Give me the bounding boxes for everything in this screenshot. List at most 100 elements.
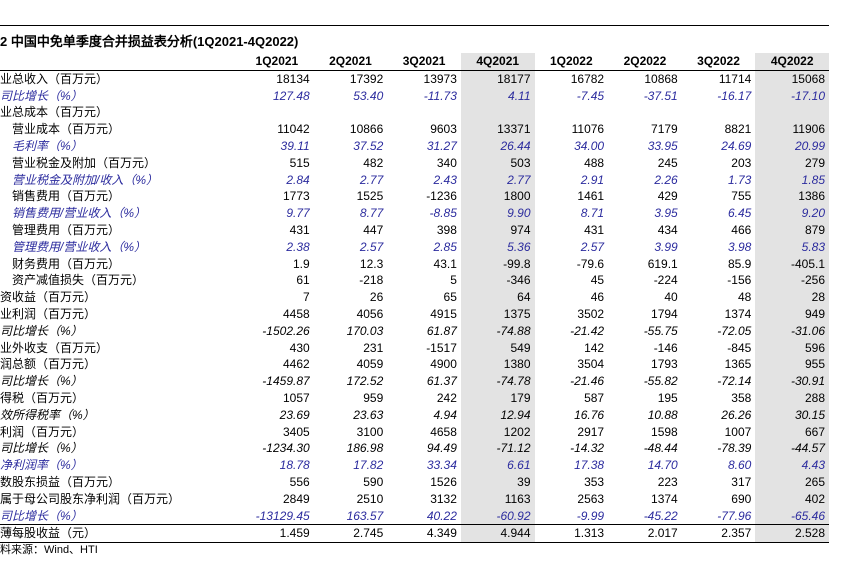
value-cell: 40.22 — [426, 508, 457, 523]
row-label: 效所得税率（%） — [0, 407, 95, 422]
value-cell: 974 — [460, 221, 535, 239]
corner-cell — [0, 53, 241, 71]
table-row: 司比增长（%） -13129.45 163.57 40.22 -60.92 -9.99 -4… — [0, 507, 829, 525]
value-cell: 488 — [584, 155, 605, 170]
value-cell: 37.52 — [353, 138, 384, 153]
row-label: 润总额（百万元） — [0, 357, 97, 372]
value-cell: 23.63 — [353, 407, 384, 422]
value-cell: 755 — [731, 189, 752, 204]
value-cell: 949 — [755, 305, 829, 323]
value-cell: 34.00 — [574, 138, 605, 153]
value-cell: 1.459 — [240, 524, 314, 544]
value-cell: 431 — [289, 222, 310, 237]
value-cell: 48 — [737, 290, 752, 305]
value-cell: 596 — [755, 339, 829, 357]
value-cell — [314, 104, 388, 121]
value-cell: 4.11 — [460, 87, 535, 105]
value-cell: 7179 — [651, 122, 678, 137]
value-cell: 5.36 — [460, 238, 535, 256]
value-cell: 265 — [755, 473, 829, 491]
value-cell: 127.48 — [272, 88, 310, 103]
value-cell: 13371 — [460, 121, 535, 138]
value-cell: -1502.26 — [262, 323, 310, 338]
value-cell: 61.37 — [426, 374, 457, 389]
value-cell: 3502 — [577, 306, 605, 321]
value-cell: 4056 — [356, 306, 384, 321]
value-cell: 2.357 — [681, 524, 756, 544]
value-cell: 12.3 — [359, 256, 384, 271]
value-cell: -1517 — [426, 340, 457, 355]
value-cell: 430 — [289, 340, 310, 355]
value-cell: -31.06 — [755, 322, 829, 340]
value-cell: 33.95 — [647, 138, 678, 153]
value-cell: -74.88 — [460, 322, 535, 340]
row-label: 利润（百万元） — [0, 424, 85, 439]
row-label: 业总成本（百万元） — [0, 105, 109, 120]
value-cell — [755, 104, 829, 122]
value-cell: 2849 — [282, 491, 310, 506]
value-cell: 2917 — [577, 424, 605, 439]
value-cell: 4.43 — [755, 457, 829, 474]
value-cell: 2.017 — [608, 524, 682, 544]
value-cell: -37.51 — [643, 88, 678, 103]
table-row: 司比增长（%） -1459.87 172.52 61.37 -74.78 -21.46 -5… — [0, 373, 829, 390]
value-cell: 434 — [657, 222, 678, 237]
value-cell: 45 — [590, 273, 605, 288]
value-cell: -72.05 — [717, 323, 752, 338]
value-cell: 7 — [302, 290, 310, 305]
value-cell: 18.78 — [279, 458, 310, 473]
table-row: 数股东损益（百万元） 556 590 1526 39 353 223 317 265 — [0, 473, 829, 491]
value-cell: 17.38 — [574, 458, 605, 473]
table-row: 管理费用（百万元） 431 447 398 974 431 434 466 879 — [0, 221, 829, 239]
value-cell: 61 — [296, 273, 310, 288]
value-cell: 5 — [450, 273, 457, 288]
value-cell: 28 — [755, 289, 829, 306]
column-header: 3Q2022 — [681, 53, 756, 71]
value-cell: 11906 — [755, 121, 829, 138]
row-label: 销售费用/营业收入（%） — [12, 206, 147, 221]
value-cell: 23.69 — [279, 407, 310, 422]
value-cell: 15068 — [755, 70, 829, 88]
value-cell: 26.26 — [721, 407, 752, 422]
value-cell: -77.96 — [717, 508, 752, 523]
row-label: 销售费用（百万元） — [12, 189, 121, 204]
value-cell: 10868 — [644, 71, 678, 86]
header-row: 1Q2021 2Q2021 3Q2021 4Q2021 1Q2022 2Q2022 3Q20… — [0, 53, 829, 71]
value-cell: 2510 — [356, 491, 384, 506]
row-label: 财务费用（百万元） — [12, 256, 121, 271]
value-cell: 1526 — [430, 474, 457, 489]
value-cell: 1374 — [651, 491, 678, 506]
value-cell: 39 — [460, 473, 535, 491]
table-row: 效所得税率（%） 23.69 23.63 4.94 12.94 16.76 10.88 26.… — [0, 406, 829, 424]
value-cell: 172.52 — [346, 374, 384, 389]
row-label: 数股东损益（百万元） — [0, 474, 121, 489]
row-label: 属于母公司股东净利润（百万元） — [0, 491, 181, 506]
value-cell — [608, 104, 682, 121]
value-cell: -1459.87 — [262, 374, 310, 389]
value-cell: 16.76 — [574, 407, 605, 422]
value-cell: 1.9 — [292, 256, 310, 271]
value-cell: 1386 — [755, 188, 829, 206]
value-cell: 10866 — [349, 122, 384, 137]
row-label: 司比增长（%） — [0, 508, 83, 523]
value-cell: 61.87 — [426, 323, 457, 338]
value-cell: 4059 — [356, 357, 384, 372]
value-cell: 1.313 — [534, 524, 609, 544]
table-row: 业利润（百万元） 4458 4056 4915 1375 3502 1794 1374 949 — [0, 305, 829, 323]
column-header: 1Q2022 — [534, 53, 609, 71]
row-label: 得税（百万元） — [0, 390, 85, 405]
table-row: 营业成本（百万元） 11042 10866 9603 13371 11076 7179 882… — [0, 121, 829, 138]
value-cell: 4915 — [430, 306, 457, 321]
value-cell: 231 — [363, 340, 384, 355]
value-cell: 2.91 — [580, 172, 605, 187]
value-cell: 587 — [584, 390, 605, 405]
value-cell: 11714 — [718, 71, 752, 86]
value-cell: 667 — [755, 423, 829, 441]
value-cell: 4.944 — [460, 524, 535, 544]
value-cell: 8821 — [724, 122, 752, 137]
value-cell: 317 — [731, 474, 752, 489]
column-header: 2Q2021 — [313, 53, 388, 71]
value-cell: -55.75 — [643, 323, 678, 338]
value-cell: -65.46 — [755, 507, 829, 525]
